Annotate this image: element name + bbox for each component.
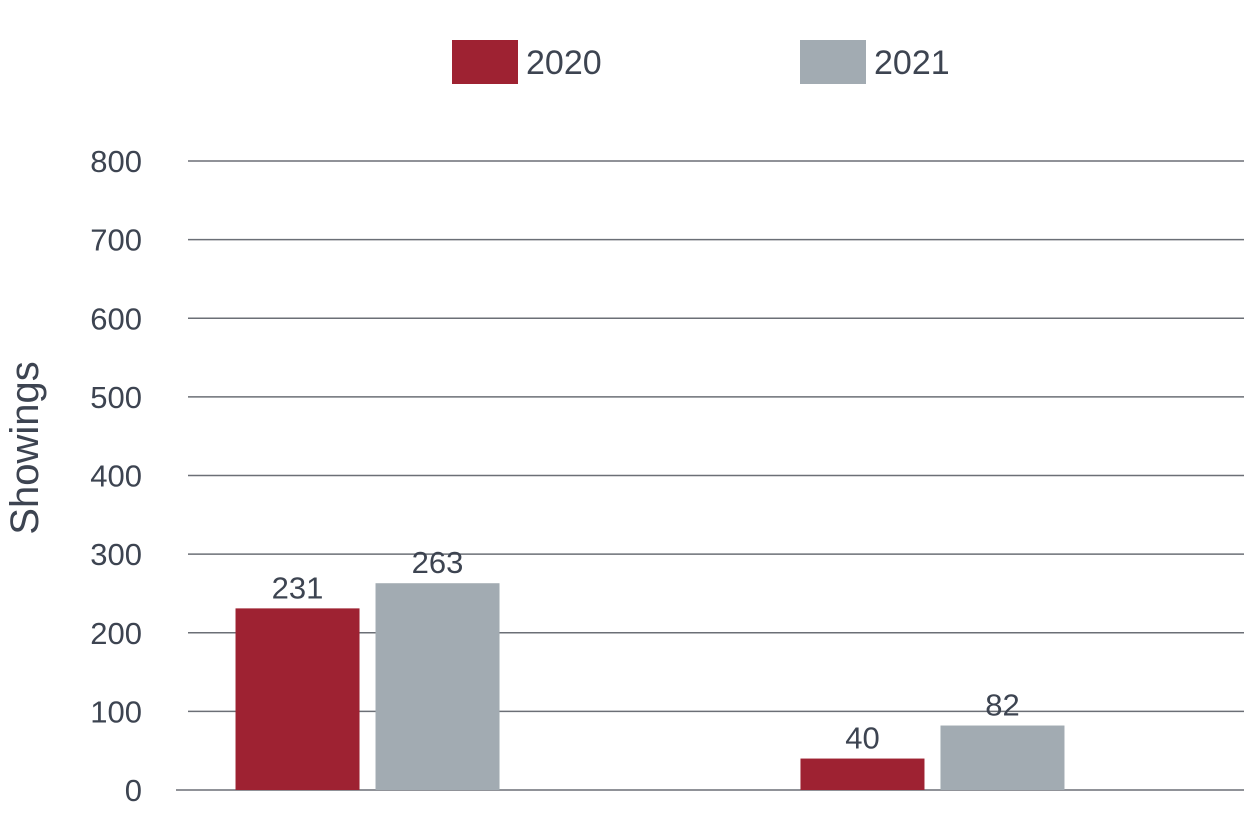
bar-2020-2 <box>800 758 925 790</box>
bar-2021-2 <box>940 725 1065 790</box>
data-label: 231 <box>272 570 324 605</box>
bar-2021-1 <box>375 583 500 790</box>
y-tick-label: 500 <box>90 380 142 415</box>
legend-swatch-2021 <box>800 40 866 84</box>
data-labels: 231 263 40 82 <box>272 545 1020 755</box>
y-tick-label: 200 <box>90 616 142 651</box>
bars <box>235 583 1065 790</box>
y-axis-title: Showings <box>3 361 47 534</box>
y-tick-label: 800 <box>90 144 142 179</box>
y-axis-ticks: 0 100 200 300 400 500 600 700 800 <box>90 144 142 808</box>
data-label: 82 <box>985 688 1019 723</box>
legend: 2020 2021 <box>452 40 950 84</box>
y-tick-label: 700 <box>90 223 142 258</box>
y-tick-label: 0 <box>125 773 142 808</box>
data-label: 40 <box>845 721 879 756</box>
y-tick-label: 400 <box>90 459 142 494</box>
data-label: 263 <box>412 545 464 580</box>
legend-label: 2021 <box>874 44 950 82</box>
y-tick-label: 600 <box>90 301 142 336</box>
bar-2020-1 <box>235 608 360 790</box>
legend-swatch-2020 <box>452 40 518 84</box>
gridlines <box>176 160 1244 791</box>
legend-label: 2020 <box>526 44 602 82</box>
y-tick-label: 100 <box>90 694 142 729</box>
y-tick-label: 300 <box>90 537 142 572</box>
